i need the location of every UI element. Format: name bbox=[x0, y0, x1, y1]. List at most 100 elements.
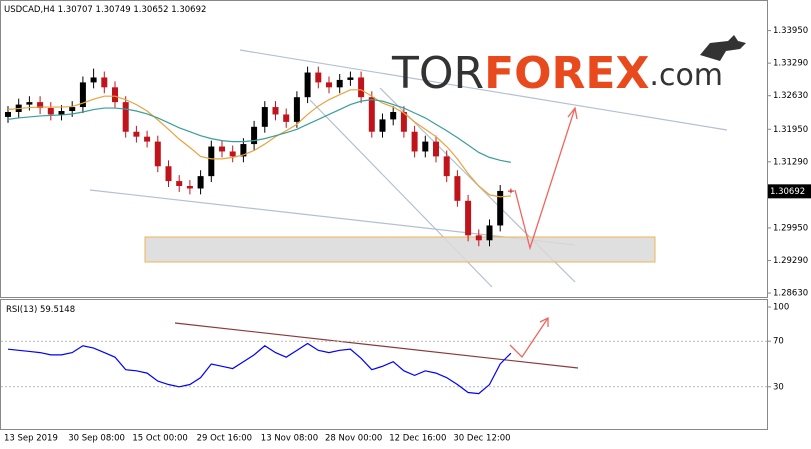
x-tick-label: 28 Nov 00:00 bbox=[325, 434, 382, 444]
candle-body bbox=[304, 72, 311, 98]
annotations bbox=[89, 49, 728, 369]
candle-body bbox=[347, 77, 354, 80]
candle-body bbox=[69, 107, 76, 112]
candle-body bbox=[390, 111, 397, 120]
open: 1.30707 bbox=[58, 5, 93, 15]
candle-body bbox=[454, 176, 461, 201]
y-tick-label: 1.28630 bbox=[773, 289, 808, 299]
y-tick-label: 1.33290 bbox=[773, 59, 808, 69]
x-tick-label: 12 Dec 16:00 bbox=[389, 434, 446, 444]
plot: 1.33950 1.33290 1.32630 1.31950 1.31290 1.299… bbox=[1, 26, 811, 444]
candle-body bbox=[133, 131, 140, 137]
rsi-panel bbox=[0, 299, 768, 430]
candle-body bbox=[368, 97, 375, 132]
support-zone bbox=[144, 236, 656, 263]
candle-body bbox=[5, 111, 11, 117]
candle-body bbox=[101, 77, 108, 88]
arrow bbox=[514, 107, 576, 251]
arrow bbox=[509, 317, 549, 359]
candle-body bbox=[208, 146, 215, 177]
symbol: USDCAD,H4 bbox=[4, 5, 55, 15]
candle-body bbox=[433, 141, 439, 157]
low: 1.30652 bbox=[133, 5, 168, 15]
candle-body bbox=[411, 131, 418, 152]
candle-body bbox=[293, 97, 300, 122]
channel-line bbox=[89, 189, 576, 246]
price-panel bbox=[0, 0, 768, 298]
price-tag-label: 1.30692 bbox=[770, 187, 805, 197]
logo-right: .com bbox=[649, 58, 723, 93]
candle-body bbox=[240, 144, 247, 157]
candle-body bbox=[379, 119, 386, 132]
y-tick-label: 70 bbox=[773, 337, 784, 347]
candle-body bbox=[336, 79, 343, 88]
candle-body bbox=[507, 190, 514, 192]
y-tick-label: 1.29950 bbox=[773, 223, 808, 233]
candle-body bbox=[400, 111, 407, 132]
candle-body bbox=[26, 102, 33, 105]
rsi-value: 59.5148 bbox=[40, 305, 75, 315]
candle-body bbox=[283, 114, 290, 122]
logo-left: TOR bbox=[391, 48, 484, 99]
candle-body bbox=[90, 77, 97, 83]
rsi-header: RSI(13) 59.5148 bbox=[6, 305, 75, 315]
y-tick-label: 1.33950 bbox=[773, 26, 808, 36]
candle-body bbox=[112, 87, 118, 103]
candle-body bbox=[197, 176, 204, 189]
logo-main: FOREX bbox=[484, 48, 649, 99]
y-tick-label: 1.31950 bbox=[773, 125, 808, 135]
candle-body bbox=[122, 102, 129, 132]
candle-body bbox=[58, 111, 65, 115]
y-tick-label: 1.29290 bbox=[773, 256, 808, 266]
candle-body bbox=[37, 102, 44, 109]
close: 1.30692 bbox=[171, 5, 206, 15]
logo: TORFOREX.com bbox=[391, 48, 723, 99]
candle-body bbox=[443, 156, 450, 177]
y-tick-label: 30 bbox=[773, 382, 784, 392]
y-tick-label: 1.32630 bbox=[773, 91, 808, 101]
candle-body bbox=[261, 107, 268, 127]
candle-body bbox=[154, 141, 161, 167]
candle-body bbox=[465, 200, 472, 236]
candle-body bbox=[358, 77, 365, 98]
channel-line bbox=[239, 49, 728, 131]
rsi-line bbox=[7, 342, 512, 395]
candle-body bbox=[422, 141, 429, 152]
candle-body bbox=[272, 107, 279, 115]
candle-body bbox=[229, 151, 236, 157]
candle-body bbox=[79, 82, 86, 108]
x-tick-label: 13 Sep 2019 bbox=[4, 434, 58, 444]
arrow-head bbox=[567, 106, 578, 120]
candle-body bbox=[326, 82, 332, 88]
x-tick-label: 30 Sep 08:00 bbox=[68, 434, 125, 444]
candle-body bbox=[47, 108, 54, 115]
arrow-head bbox=[539, 316, 549, 327]
x-tick-label: 29 Oct 16:00 bbox=[197, 434, 252, 444]
x-tick-label: 15 Oct 00:00 bbox=[132, 434, 187, 444]
rsi-name: RSI(13) bbox=[6, 305, 37, 315]
y-tick-label: 100 bbox=[773, 303, 789, 313]
candle-body bbox=[219, 146, 225, 152]
high: 1.30749 bbox=[96, 5, 131, 15]
candle-body bbox=[497, 190, 504, 226]
x-tick-label: 13 Nov 08:00 bbox=[261, 434, 318, 444]
rsi-trendline bbox=[174, 322, 579, 369]
moving-average bbox=[7, 89, 511, 198]
candle-body bbox=[475, 235, 482, 241]
candle-body bbox=[251, 126, 258, 145]
candle-body bbox=[165, 166, 172, 182]
candle-body bbox=[315, 72, 322, 83]
x-tick-label: 30 Dec 12:00 bbox=[453, 434, 510, 444]
moving-average bbox=[7, 99, 512, 163]
header: USDCAD,H4 1.30707 1.30749 1.30652 1.3069… bbox=[4, 5, 206, 15]
y-tick-label: 1.31290 bbox=[773, 157, 808, 167]
price-tag bbox=[768, 184, 811, 199]
candle-body bbox=[186, 186, 193, 189]
candle-body bbox=[176, 181, 183, 187]
candle-body bbox=[144, 136, 151, 142]
candle-body bbox=[486, 225, 493, 241]
logo-bull bbox=[700, 35, 746, 61]
forecast-arrows bbox=[509, 106, 578, 359]
